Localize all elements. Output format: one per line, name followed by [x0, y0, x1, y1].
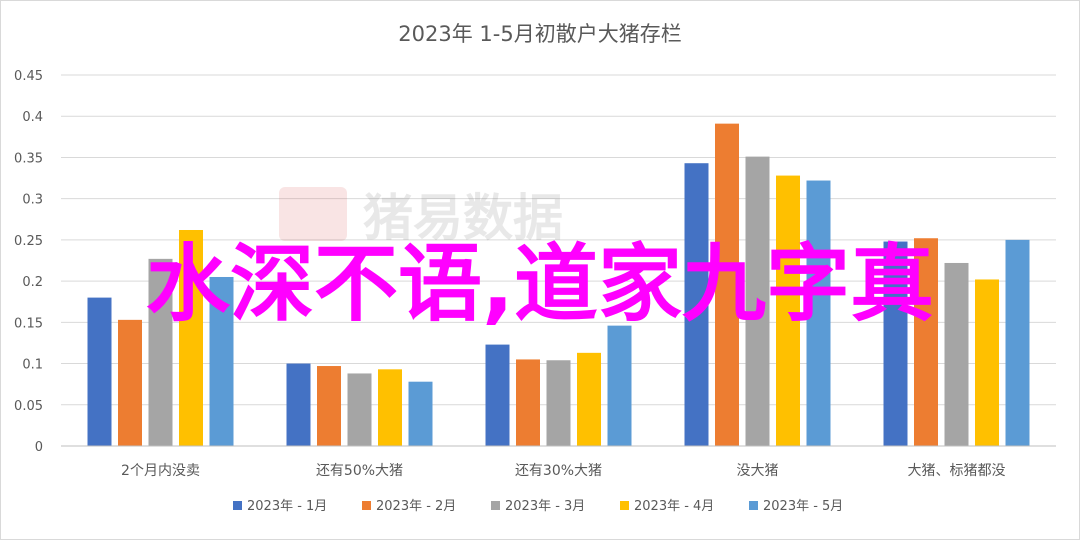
legend-swatch — [362, 501, 371, 510]
legend-swatch — [620, 501, 629, 510]
legend-swatch — [491, 501, 500, 510]
x-tick-label: 2个月内没卖 — [121, 463, 200, 479]
y-tick-label: 0.4 — [22, 110, 43, 125]
y-tick-label: 0.1 — [22, 358, 43, 373]
bar — [485, 344, 510, 446]
x-axis-tick-labels: 2个月内没卖 还有50%大猪 还有30%大猪 没大猪 大猪、标猪都没 — [121, 463, 1005, 479]
bar — [118, 319, 142, 446]
legend-swatch — [749, 501, 758, 510]
bar — [806, 180, 831, 447]
bars — [87, 123, 1030, 447]
bar — [715, 123, 739, 447]
x-tick-label: 还有50%大猪 — [316, 463, 403, 479]
bar — [378, 369, 402, 446]
bar — [87, 297, 112, 446]
legend-swatch — [233, 501, 242, 510]
y-tick-label: 0.25 — [14, 234, 43, 249]
legend-label: 2023年 - 4月 — [634, 499, 714, 514]
watermark: 猪易数据 — [279, 187, 563, 247]
y-tick-label: 0.05 — [14, 399, 43, 414]
bar — [317, 366, 341, 446]
y-tick-label: 0.3 — [22, 193, 43, 208]
bar — [286, 363, 311, 446]
legend: 2023年 - 1月 2023年 - 2月 2023年 - 3月 2023年 - 4月… — [233, 499, 843, 514]
bar — [148, 258, 173, 446]
bar — [944, 262, 969, 446]
x-tick-label: 大猪、标猪都没 — [908, 463, 1006, 479]
y-tick-label: 0.15 — [14, 316, 43, 331]
bar — [546, 360, 571, 446]
bar — [179, 229, 203, 446]
y-axis-tick-labels: 0 0.05 0.1 0.15 0.2 0.25 0.3 0.35 0.4 0.45 — [14, 69, 43, 455]
bar — [776, 175, 800, 447]
x-tick-label: 没大猪 — [737, 463, 779, 479]
bar — [914, 238, 938, 446]
bar — [975, 279, 999, 446]
legend-label: 2023年 - 2月 — [376, 499, 456, 514]
watermark-text: 猪易数据 — [363, 189, 563, 247]
chart-title: 2023年 1-5月初散户大猪存栏 — [398, 22, 681, 46]
legend-label: 2023年 - 3月 — [505, 499, 585, 514]
bar — [347, 373, 372, 446]
bar — [607, 325, 632, 446]
bar — [577, 352, 601, 446]
bar — [516, 359, 540, 446]
y-tick-label: 0.35 — [14, 151, 43, 166]
y-tick-label: 0.2 — [22, 275, 43, 290]
bar — [745, 156, 770, 446]
legend-label: 2023年 - 5月 — [763, 499, 843, 514]
y-tick-label: 0 — [35, 440, 43, 455]
y-tick-label: 0.45 — [14, 69, 43, 84]
bar — [408, 381, 433, 446]
watermark-logo-icon — [279, 187, 347, 241]
overlay-text: 水深不语,道家九字真 — [146, 235, 934, 333]
bar — [1005, 239, 1030, 446]
bar — [209, 276, 234, 446]
bar — [684, 163, 709, 446]
bar — [883, 241, 908, 446]
legend-label: 2023年 - 1月 — [247, 499, 327, 514]
x-tick-label: 还有30%大猪 — [515, 463, 602, 479]
